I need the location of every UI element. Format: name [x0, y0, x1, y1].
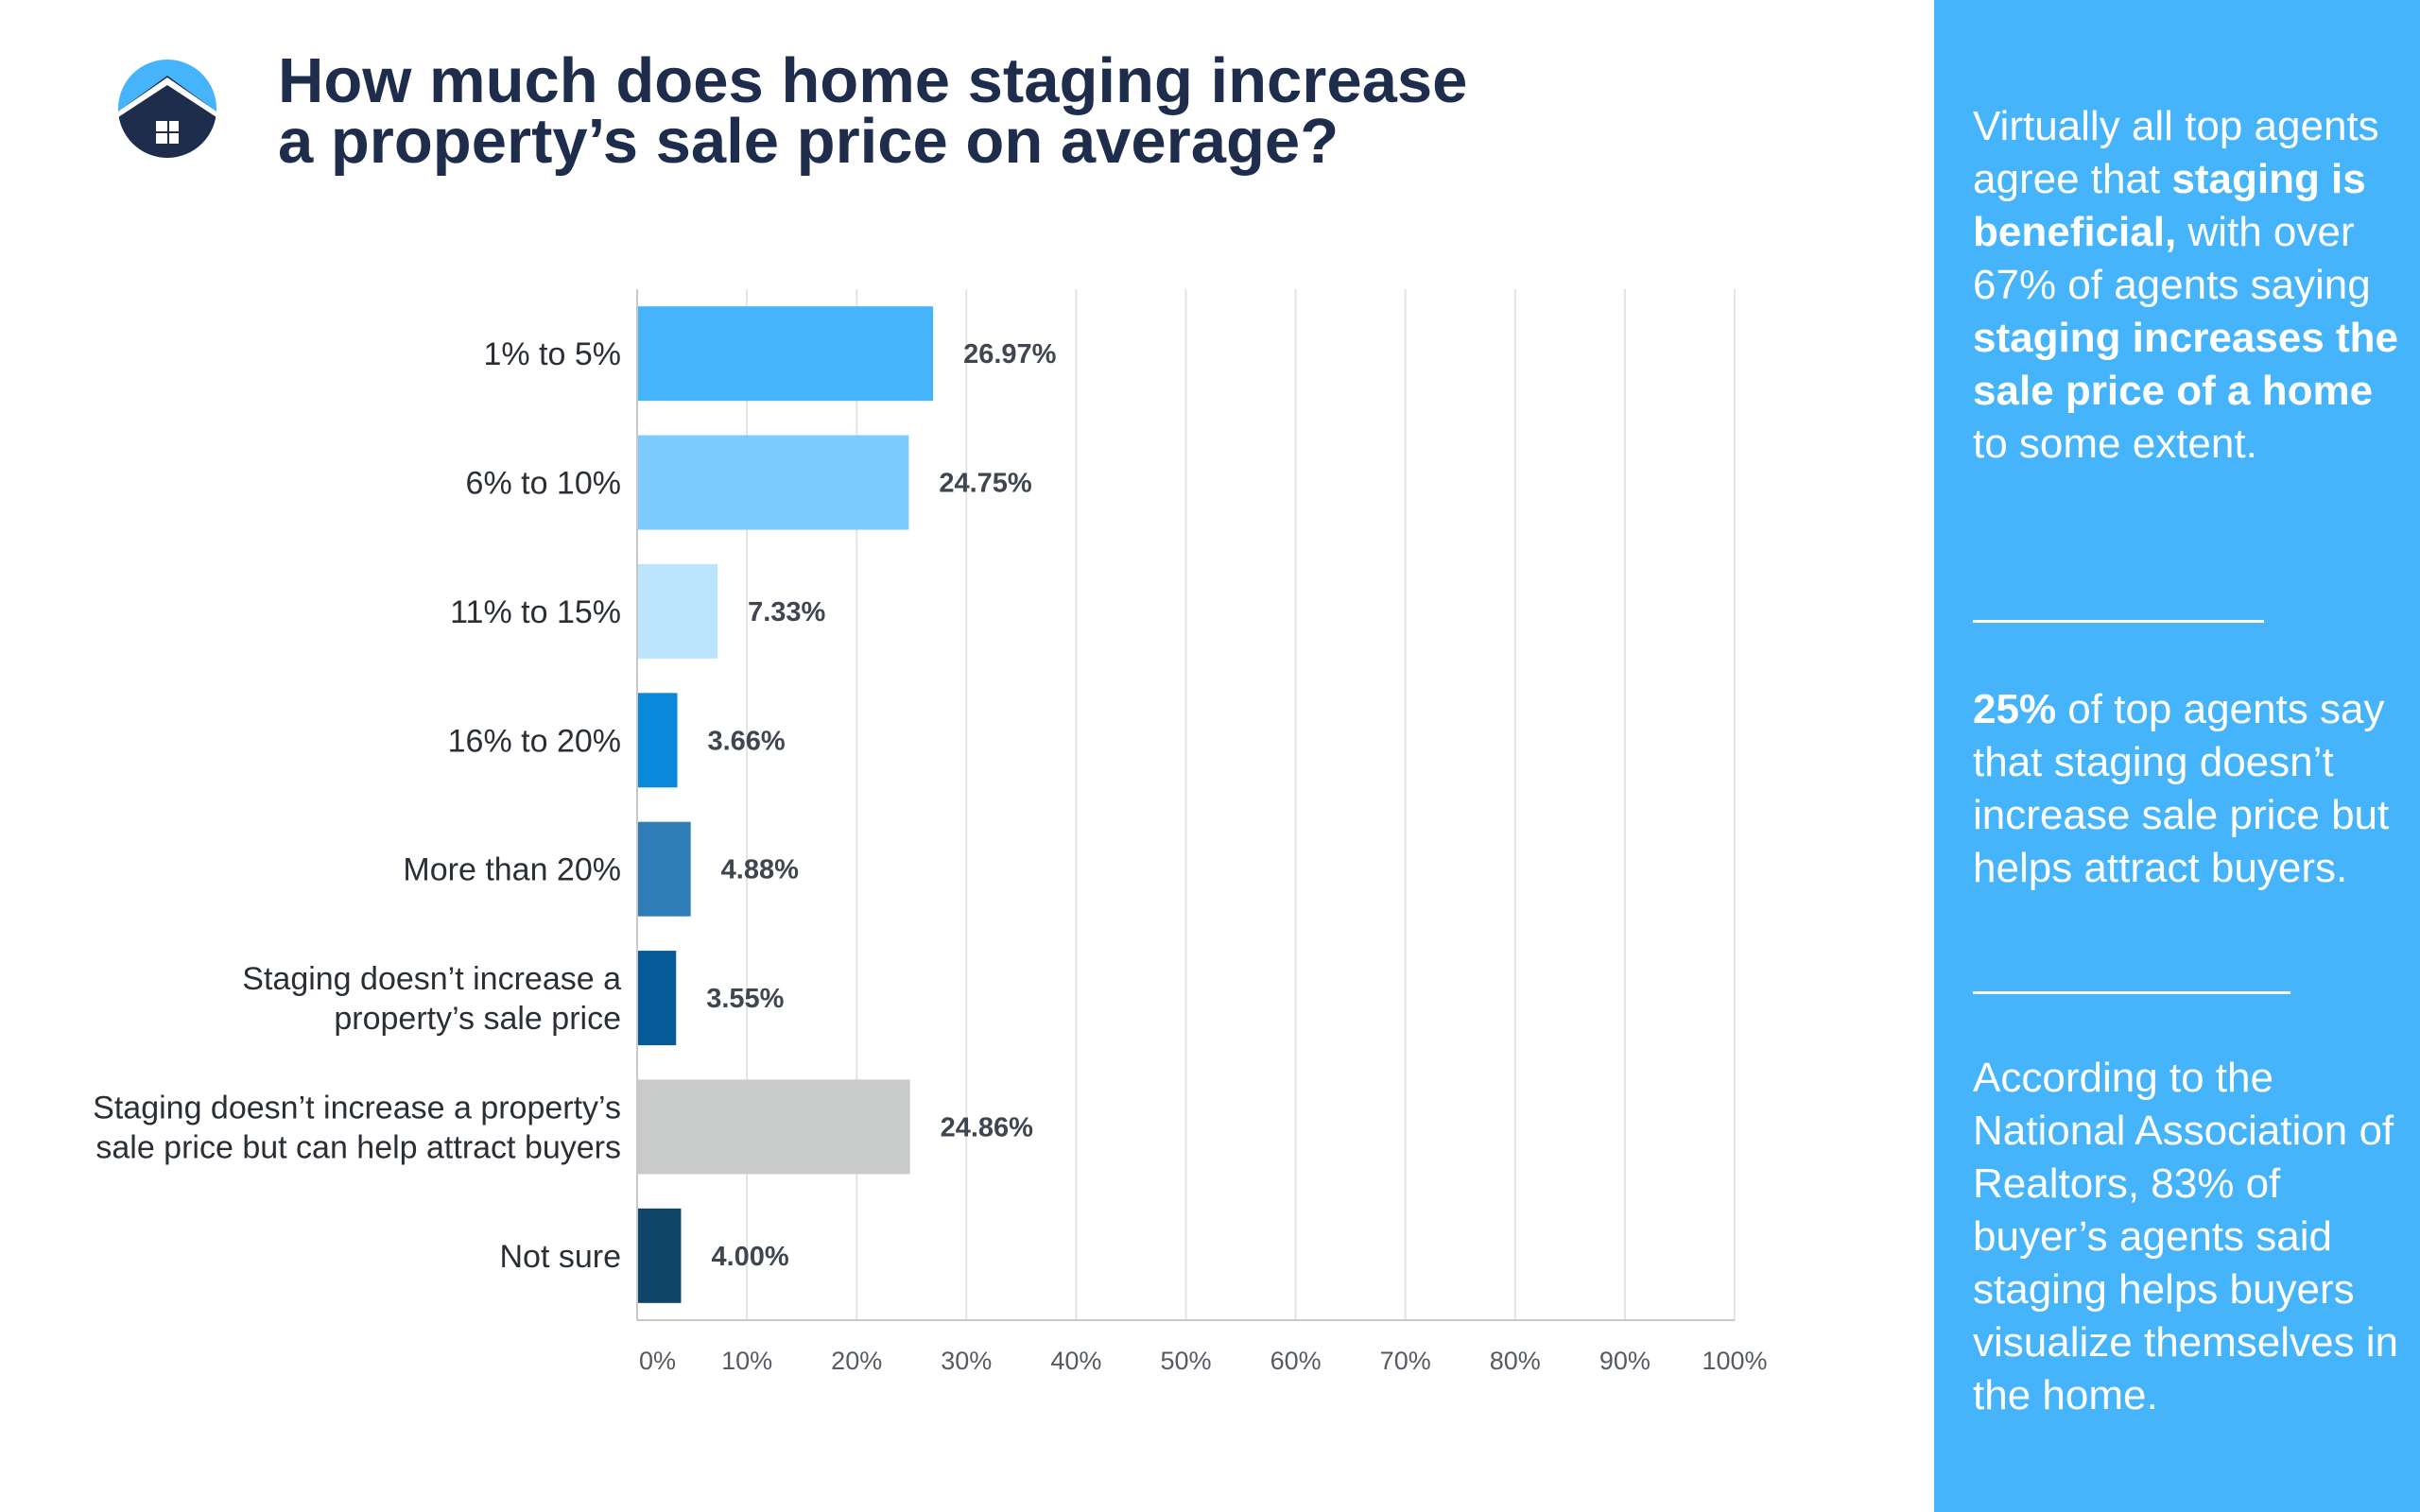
- bar-chart: 0% 10% 20% 30% 40% 50% 60% 70% 80% 90% 100% 26.97% 1…: [93, 289, 1768, 1375]
- bar: [638, 1208, 682, 1303]
- x-tick-label: 20%: [831, 1347, 882, 1375]
- category-label: property’s sale price: [334, 1001, 621, 1037]
- bar: [638, 821, 691, 917]
- x-tick-label: 10%: [721, 1347, 772, 1375]
- x-tick-label: 70%: [1380, 1347, 1431, 1375]
- x-tick-label: 50%: [1160, 1347, 1211, 1375]
- bar: [638, 1079, 910, 1175]
- bar: [638, 563, 718, 659]
- data-label: 7.33%: [748, 597, 825, 627]
- category-label: 16% to 20%: [448, 723, 621, 759]
- category-label: 11% to 15%: [450, 594, 621, 630]
- category-label: Not sure: [500, 1239, 622, 1275]
- divider: [1973, 620, 2264, 623]
- house-logo-icon: [115, 60, 219, 158]
- data-label: 4.88%: [721, 855, 799, 885]
- bar: [638, 306, 934, 402]
- category-label: Staging doesn’t increase a: [242, 961, 621, 997]
- divider: [1973, 991, 2290, 994]
- category-label: 1% to 5%: [483, 336, 621, 372]
- x-tick-label: 40%: [1050, 1347, 1101, 1375]
- category-label: 6% to 10%: [466, 466, 621, 502]
- data-label: 3.66%: [707, 726, 785, 756]
- x-tick-label: 90%: [1599, 1347, 1651, 1375]
- bar: [638, 435, 909, 530]
- x-tick-label: 30%: [941, 1347, 992, 1375]
- data-label: 24.75%: [939, 469, 1032, 499]
- page-title: How much does home staging increase a pr…: [278, 45, 1696, 177]
- x-tick-label: 60%: [1270, 1347, 1322, 1375]
- data-label: 4.00%: [711, 1242, 788, 1272]
- x-tick-label: 0%: [639, 1347, 676, 1375]
- bar: [638, 951, 677, 1046]
- bar: [638, 693, 678, 788]
- category-label: Staging doesn’t increase a property’s: [93, 1090, 621, 1125]
- data-label: 24.86%: [941, 1112, 1034, 1143]
- insight-paragraph-2: 25% of top agents say that staging doesn…: [1973, 686, 2390, 891]
- data-label: 26.97%: [963, 339, 1057, 369]
- category-label: More than 20%: [403, 852, 621, 888]
- data-label: 3.55%: [706, 984, 784, 1014]
- title-line-2: a property’s sale price on average?: [278, 106, 1340, 177]
- x-tick-label: 80%: [1490, 1347, 1541, 1375]
- category-label: sale price but can help attract buyers: [95, 1129, 621, 1165]
- insight-paragraph-1: Virtually all top agents agree that stag…: [1973, 103, 2398, 467]
- insights-sidebar: Virtually all top agents agree that stag…: [1934, 0, 2420, 1512]
- insight-paragraph-3: According to the National Association of…: [1973, 1055, 2398, 1418]
- x-tick-label: 100%: [1702, 1347, 1767, 1375]
- title-line-1: How much does home staging increase: [278, 45, 1468, 116]
